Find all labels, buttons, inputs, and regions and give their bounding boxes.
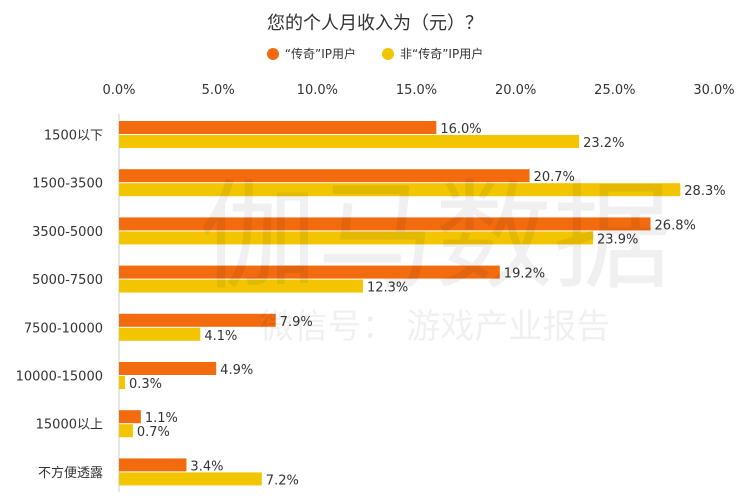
- category-label: 不方便透露: [38, 465, 103, 481]
- data-label: 4.9%: [220, 363, 253, 378]
- data-label: 23.9%: [597, 232, 638, 247]
- bar[interactable]: [119, 183, 681, 197]
- data-label: 20.7%: [534, 170, 575, 185]
- data-label: 1.1%: [145, 411, 178, 426]
- legend-dot-series-2: [382, 47, 394, 60]
- category-label: 5000-7500: [32, 273, 103, 288]
- legend-label-series-1: “传奇”IP用户: [284, 47, 356, 61]
- x-tick-label: 30.0%: [693, 83, 734, 98]
- x-tick-label: 0.0%: [102, 83, 135, 98]
- x-tick-label: 10.0%: [297, 83, 338, 98]
- bar[interactable]: [119, 313, 276, 327]
- x-tick-label: 20.0%: [495, 83, 536, 98]
- data-label: 7.9%: [280, 315, 313, 330]
- bar[interactable]: [119, 217, 651, 231]
- bar[interactable]: [119, 121, 437, 134]
- legend-dot-series-1: [266, 47, 279, 60]
- bar[interactable]: [119, 458, 187, 472]
- data-label: 0.3%: [129, 377, 162, 392]
- x-tick-label: 25.0%: [594, 83, 635, 98]
- bar[interactable]: [119, 279, 363, 293]
- bar[interactable]: [119, 327, 201, 341]
- x-tick-label: 5.0%: [202, 83, 235, 98]
- data-label: 26.8%: [655, 218, 696, 233]
- chart-title: 您的个人月收入为（元）？: [267, 13, 483, 34]
- bar[interactable]: [119, 231, 594, 245]
- category-label: 1500-3500: [32, 177, 103, 192]
- data-label: 4.1%: [204, 329, 237, 344]
- legend: “传奇”IP用户 非“传奇”IP用户: [0, 45, 750, 62]
- category-label: 3500-5000: [32, 225, 103, 240]
- data-label: 7.2%: [266, 473, 299, 488]
- bar[interactable]: [119, 376, 125, 389]
- data-label: 28.3%: [684, 184, 725, 199]
- category-label: 15000以上: [36, 418, 103, 433]
- data-label: 12.3%: [367, 281, 408, 296]
- data-label: 3.4%: [190, 459, 223, 474]
- legend-item-series-1[interactable]: “传奇”IP用户: [266, 45, 356, 62]
- bar[interactable]: [119, 169, 530, 183]
- category-label: 10000-15000: [16, 370, 103, 385]
- x-tick-label: 15.0%: [396, 83, 437, 98]
- bar[interactable]: [119, 424, 133, 438]
- bar[interactable]: [119, 265, 500, 279]
- data-label: 23.2%: [583, 136, 624, 151]
- legend-label-series-2: 非“传奇”IP用户: [400, 47, 484, 61]
- category-label: 7500-10000: [24, 321, 103, 336]
- bar[interactable]: [119, 135, 580, 148]
- data-label: 19.2%: [504, 267, 545, 282]
- bar[interactable]: [119, 410, 141, 424]
- data-label: 16.0%: [440, 122, 481, 137]
- data-label: 0.7%: [137, 425, 170, 440]
- legend-item-series-2[interactable]: 非“传奇”IP用户: [382, 45, 483, 62]
- bar[interactable]: [119, 472, 262, 486]
- category-label: 1500以下: [44, 129, 103, 144]
- bar[interactable]: [119, 362, 217, 375]
